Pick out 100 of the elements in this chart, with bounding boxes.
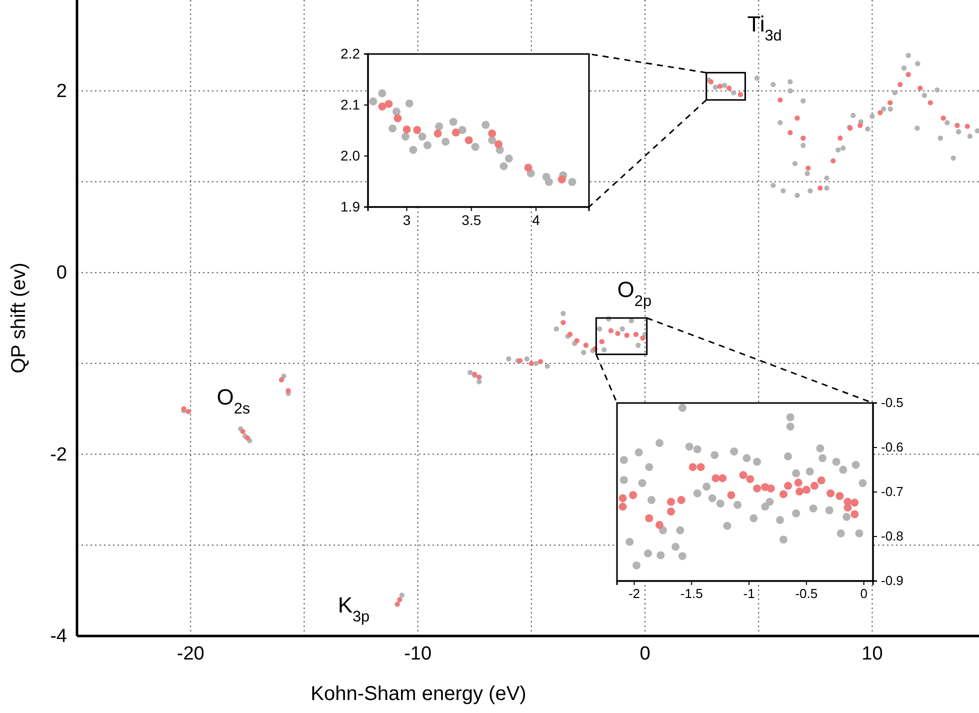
annotation: O$_{2p}$: [617, 277, 652, 310]
point: [779, 490, 788, 498]
point: [693, 445, 702, 454]
point: [394, 602, 400, 607]
point: [618, 494, 627, 502]
y-tick-label: -0.8: [881, 528, 904, 544]
point: [818, 454, 826, 462]
x-tick-label: 0: [860, 586, 868, 602]
point: [504, 154, 513, 163]
point: [464, 136, 473, 144]
point: [778, 97, 783, 103]
point: [666, 508, 675, 516]
point: [500, 162, 508, 170]
point: [629, 491, 638, 500]
y-tick-label: 2.1: [340, 96, 360, 112]
point: [423, 141, 432, 150]
point: [855, 529, 864, 538]
point: [632, 561, 641, 570]
point: [800, 136, 806, 141]
point: [676, 526, 684, 534]
point: [538, 359, 544, 364]
y-tick-label: -0.6: [881, 440, 904, 455]
point: [964, 124, 970, 129]
point: [830, 158, 836, 164]
annotation: K$_{3p}$: [338, 592, 370, 625]
point: [494, 140, 503, 148]
point: [708, 494, 716, 502]
point: [476, 374, 482, 380]
point: [776, 516, 784, 524]
point: [842, 512, 851, 521]
y-tick-label: 2.0: [340, 147, 360, 164]
y-tick-label: -0.7: [881, 484, 904, 500]
point: [640, 335, 646, 341]
point: [568, 178, 576, 186]
point: [624, 332, 630, 338]
x-tick-label: -10: [404, 643, 432, 664]
point: [712, 474, 720, 482]
point: [560, 320, 566, 326]
point: [435, 122, 444, 130]
point: [392, 108, 400, 116]
y-tick-label: -4: [50, 626, 68, 648]
point: [599, 339, 604, 344]
point: [388, 124, 397, 132]
point: [786, 413, 794, 422]
point: [727, 491, 736, 500]
point: [645, 463, 654, 472]
point: [626, 538, 634, 546]
point: [644, 549, 652, 558]
point: [836, 492, 844, 500]
point: [806, 468, 814, 476]
point: [696, 463, 705, 472]
annotation: Ti$_{3d}$: [747, 11, 782, 44]
point: [850, 498, 859, 507]
point: [524, 164, 532, 172]
point: [753, 484, 762, 492]
x-tick-label: -20: [176, 643, 204, 664]
x-tick-label: -1.5: [680, 586, 703, 602]
point: [634, 448, 643, 456]
point: [413, 126, 422, 134]
point: [655, 439, 664, 448]
point: [816, 444, 824, 452]
point: [739, 471, 748, 480]
point: [583, 342, 589, 348]
point: [672, 542, 680, 551]
point: [693, 489, 702, 498]
point: [278, 377, 284, 382]
point: [810, 482, 818, 490]
point: [792, 469, 800, 478]
point: [940, 116, 946, 121]
x-tick-label: -1: [743, 586, 755, 602]
point: [517, 358, 523, 364]
point: [839, 466, 848, 474]
x-axis-title: Kohn-Sham energy (eV): [310, 683, 526, 705]
point: [409, 146, 418, 154]
point: [858, 122, 863, 128]
point: [608, 328, 614, 334]
point: [405, 99, 414, 108]
point: [788, 130, 793, 136]
y-tick-label: 2: [56, 80, 67, 102]
point: [817, 476, 826, 484]
point: [402, 125, 411, 134]
point: [794, 478, 802, 487]
point: [378, 102, 386, 111]
point: [802, 486, 810, 494]
point: [838, 136, 843, 141]
x-tick-label: 4: [532, 212, 540, 228]
point: [574, 338, 580, 344]
point: [544, 178, 553, 186]
point: [792, 509, 800, 518]
point: [244, 435, 250, 441]
y-axis-title: QP shift (ev): [8, 262, 30, 374]
point: [906, 72, 911, 78]
point: [738, 92, 744, 98]
annotation: O$_{2s}$: [216, 384, 250, 417]
point: [678, 552, 686, 560]
x-tick-label: 10: [862, 643, 883, 664]
point: [784, 452, 792, 460]
point: [655, 520, 664, 529]
point: [401, 132, 410, 141]
point: [369, 97, 378, 106]
